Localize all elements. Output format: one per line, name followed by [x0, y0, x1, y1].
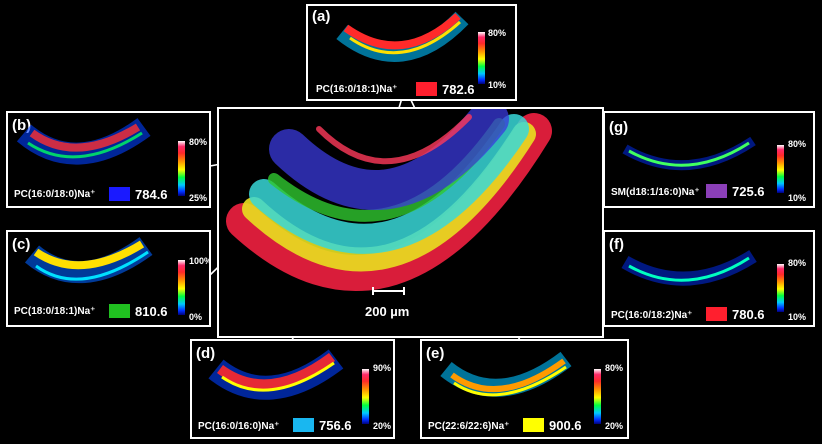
panel-d-colorbar-min: 20%	[373, 421, 392, 431]
panel-c-colorbar-min: 0%	[189, 312, 203, 322]
panel-a-ion-image	[336, 11, 469, 62]
panel-f: (f) 80% 10% PC(16:0/18:2)Na⁺ 780.6	[603, 230, 815, 327]
panel-b-colorbar-max: 80%	[189, 137, 208, 147]
panel-c-swatch	[109, 304, 130, 318]
panel-a-colorbar	[478, 32, 485, 84]
panel-a-colorbar-min: 10%	[488, 80, 507, 90]
panel-g-lipid-name: SM(d18:1/16:0)Na⁺	[611, 187, 700, 198]
panel-b-colorbar-min: 25%	[189, 193, 208, 203]
panel-c-label: (c)	[12, 236, 31, 253]
panel-a-lipid-name: PC(16:0/18:1)Na⁺	[316, 84, 398, 95]
panel-c: (c) 100% 0% PC(18:0/18:1)Na⁺ 810.6	[6, 230, 211, 327]
panel-g-colorbar	[777, 145, 784, 193]
panel-g-label: (g)	[609, 119, 629, 136]
panel-e-colorbar-min: 20%	[605, 421, 624, 431]
panel-f-mass: 780.6	[732, 307, 765, 322]
panel-g-swatch	[706, 184, 727, 198]
panel-c-colorbar	[178, 260, 185, 315]
panel-e-mass: 900.6	[549, 418, 582, 433]
panel-f-colorbar	[777, 264, 784, 312]
panel-b-label: (b)	[12, 117, 32, 134]
panel-e: (e) 80% 20% PC(22:6/22:6)Na⁺ 900.6	[420, 339, 629, 439]
scale-bar	[372, 287, 405, 295]
panel-a-swatch	[416, 82, 437, 96]
panel-e-colorbar-max: 80%	[605, 363, 624, 373]
panel-a-colorbar-max: 80%	[488, 28, 507, 38]
panel-g: (g) 80% 10% SM(d18:1/16:0)Na⁺ 725.6	[603, 111, 815, 208]
panel-f-lipid-name: PC(16:0/18:2)Na⁺	[611, 310, 693, 321]
panel-b-swatch	[109, 187, 130, 201]
panel-b-lipid-name: PC(16:0/18:0)Na⁺	[14, 189, 96, 200]
panel-e-swatch	[523, 418, 544, 432]
panel-g-colorbar-max: 80%	[788, 139, 807, 149]
center-overlay-panel: 200 µm	[217, 107, 604, 338]
panel-c-ion-image	[24, 236, 153, 284]
panel-d-lipid-name: PC(16:0/16:0)Na⁺	[198, 421, 280, 432]
panel-a-label: (a)	[312, 8, 331, 25]
panel-d-colorbar-max: 90%	[373, 363, 392, 373]
panel-f-colorbar-max: 80%	[788, 258, 807, 268]
panel-g-colorbar-min: 10%	[788, 193, 807, 203]
panel-g-mass: 725.6	[732, 184, 765, 199]
panel-a: (a) 80% 10% PC(16:0/18:1)Na⁺ 782.6	[306, 4, 517, 101]
scale-bar-label: 200 µm	[365, 304, 410, 319]
panel-d-swatch	[293, 418, 314, 432]
overlay-ion-image	[226, 109, 552, 292]
panel-c-lipid-name: PC(18:0/18:1)Na⁺	[14, 306, 96, 317]
panel-b: (b) 80% 25% PC(16:0/18:0)Na⁺ 784.6	[6, 111, 211, 208]
panel-d: (d) 90% 20% PC(16:0/16:0)Na⁺ 756.6	[190, 339, 395, 439]
panel-a-mass: 782.6	[442, 82, 475, 97]
panel-c-mass: 810.6	[135, 304, 168, 319]
panel-d-mass: 756.6	[319, 418, 352, 433]
panel-g-ion-image	[622, 136, 756, 171]
panel-b-ion-image	[16, 118, 151, 165]
panel-d-ion-image	[208, 349, 344, 400]
panel-c-colorbar-max: 100%	[189, 256, 211, 266]
panel-f-label: (f)	[609, 236, 624, 253]
panel-f-colorbar-min: 10%	[788, 312, 807, 322]
panel-e-label: (e)	[426, 345, 445, 362]
panel-b-mass: 784.6	[135, 187, 168, 202]
panel-e-ion-image	[440, 351, 572, 397]
panel-d-colorbar	[362, 369, 369, 424]
panel-b-colorbar	[178, 141, 185, 196]
panel-e-colorbar	[594, 369, 601, 424]
panel-d-label: (d)	[196, 345, 216, 362]
panel-f-swatch	[706, 307, 727, 321]
panel-e-lipid-name: PC(22:6/22:6)Na⁺	[428, 421, 510, 432]
panel-f-ion-image	[621, 250, 757, 286]
